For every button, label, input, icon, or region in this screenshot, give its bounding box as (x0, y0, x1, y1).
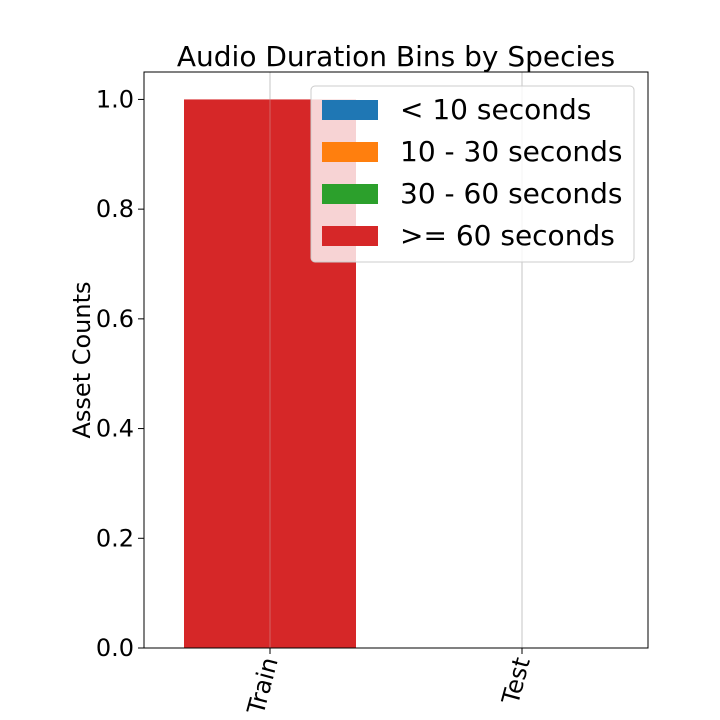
legend-box (310, 85, 635, 263)
legend-label-2: 30 - 60 seconds (400, 177, 623, 210)
legend-label-1: 10 - 30 seconds (400, 135, 623, 168)
y-tick-label: 0.4 (96, 415, 134, 443)
y-tick-label: 0.8 (96, 195, 134, 223)
y-tick-label: 0.0 (96, 634, 134, 662)
y-tick-label: 0.6 (96, 305, 134, 333)
y-tick-label: 1.0 (96, 85, 134, 113)
legend-label-3: >= 60 seconds (400, 219, 615, 252)
chart-title: Audio Duration Bins by Species (177, 40, 615, 73)
legend-swatch-1 (322, 142, 378, 162)
legend-swatch-0 (322, 100, 378, 120)
y-axis: 0.0 0.2 0.4 0.6 0.8 1.0 (96, 85, 144, 662)
legend-swatch-3 (322, 226, 378, 246)
legend-swatch-2 (322, 184, 378, 204)
y-axis-label: Asset Counts (68, 281, 96, 438)
y-tick-label: 0.2 (96, 524, 134, 552)
legend: < 10 seconds 10 - 30 seconds 30 - 60 secon… (310, 85, 635, 263)
legend-label-0: < 10 seconds (400, 93, 591, 126)
plot-frame (143, 71, 649, 649)
